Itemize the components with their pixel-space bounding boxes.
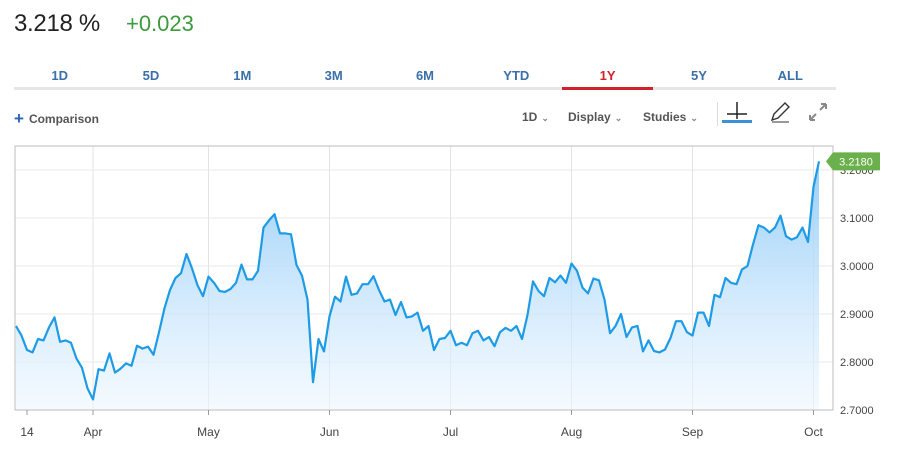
display-label: Display (568, 110, 611, 124)
y-tick-label: 2.7000 (840, 405, 874, 417)
yield-change: +0.023 (125, 11, 194, 36)
comparison-label: Comparison (28, 112, 99, 126)
quote-header: 3.218 % +0.023 (14, 10, 194, 42)
tab-6m[interactable]: 6M (379, 62, 471, 90)
x-tick-label: Jun (320, 425, 339, 439)
chevron-down-icon: ⌄ (614, 113, 623, 123)
interval-dropdown[interactable]: 1D ⌄ (522, 110, 549, 124)
crosshair-button[interactable] (722, 100, 752, 126)
tab-all[interactable]: ALL (744, 62, 836, 90)
tab-1m[interactable]: 1M (196, 62, 288, 90)
y-tick-label: 2.9000 (840, 309, 874, 321)
area-fill (16, 161, 819, 410)
last-price-badge (826, 152, 880, 171)
comparison-button[interactable]: + Comparison (14, 108, 99, 128)
plot-frame (14, 145, 834, 411)
chevron-down-icon: ⌄ (690, 113, 698, 123)
y-tick-label: 3.0000 (840, 261, 874, 273)
draw-button[interactable] (767, 100, 797, 126)
tab-1d[interactable]: 1D (14, 62, 106, 90)
x-tick-label: Oct (804, 425, 823, 439)
tab-3m[interactable]: 3M (287, 62, 380, 90)
x-tick-label: 14 (20, 425, 34, 439)
crosshair-icon (722, 102, 752, 123)
last-price-label: 3.2180 (839, 156, 873, 168)
interval-label: 1D (522, 110, 538, 124)
yield-chart: 2.7000 2.8000 2.9000 3.0000 3.1000 3.2000 14 A… (0, 140, 900, 455)
toolbar-divider (717, 102, 718, 126)
studies-dropdown[interactable]: Studies ⌄ (643, 110, 698, 124)
expand-icon (809, 103, 827, 121)
x-tick-label: Aug (561, 425, 582, 439)
plus-icon: + (14, 109, 24, 128)
tab-5d[interactable]: 5D (105, 62, 197, 90)
x-tick-label: Apr (84, 425, 103, 439)
tab-ytd[interactable]: YTD (470, 62, 562, 90)
fullscreen-button[interactable] (806, 100, 836, 126)
time-range-tabs: 1D 5D 1M 3M 6M YTD 1Y 5Y ALL (14, 62, 836, 90)
y-tick-label: 2.8000 (840, 357, 874, 369)
chart-toolbar: + Comparison 1D ⌄ Display ⌄ Studies ⌄ (14, 100, 836, 134)
tab-5y[interactable]: 5Y (653, 62, 745, 90)
x-tick-label: May (197, 425, 220, 439)
pencil-icon (770, 102, 790, 123)
studies-label: Studies (643, 110, 687, 124)
current-yield: 3.218 % (14, 10, 100, 37)
display-dropdown[interactable]: Display ⌄ (568, 110, 622, 124)
y-tick-label: 3.1000 (840, 213, 874, 225)
chevron-down-icon: ⌄ (541, 113, 549, 123)
tab-1y[interactable]: 1Y (561, 62, 654, 90)
series-line (15, 161, 821, 401)
x-tick-label: Sep (682, 425, 704, 439)
x-tick-label: Jul (443, 425, 458, 439)
